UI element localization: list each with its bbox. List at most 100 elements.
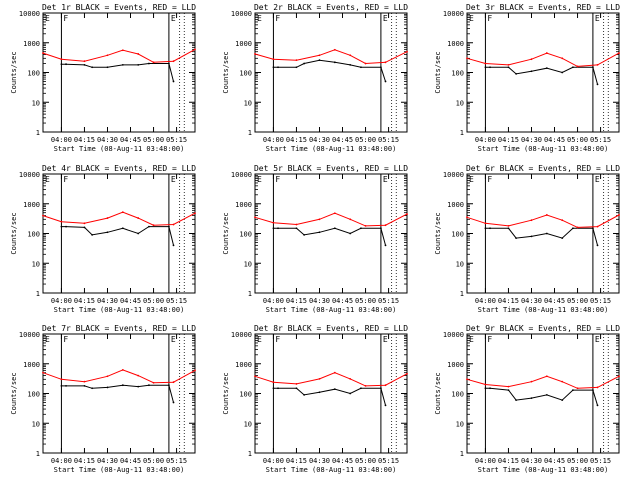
flag-marker: F [275, 14, 280, 23]
events-point [148, 62, 150, 65]
lld-point [137, 217, 140, 219]
lld-point [466, 216, 468, 219]
events-point [596, 404, 599, 407]
lld-point [121, 369, 124, 371]
flag-marker: E [383, 14, 388, 23]
events-point [572, 389, 574, 392]
lld-point [152, 224, 155, 227]
events-point [106, 66, 109, 69]
lld-point [42, 371, 44, 374]
y-tick-label: 1 [248, 290, 252, 298]
lld-point [561, 219, 564, 222]
lld-point [545, 214, 548, 216]
flag-marker: E [469, 14, 474, 23]
y-tick-label: 10000 [19, 331, 40, 339]
lld-point [172, 381, 175, 384]
events-point [60, 385, 63, 387]
events-point [384, 244, 387, 247]
events-point [91, 66, 94, 69]
detector-panel: Det 9r BLACK = Events, RED = LLD 1 10 100 10… [434, 324, 620, 474]
flag-marker: E [595, 14, 600, 23]
lld-point [596, 225, 599, 228]
y-tick-label: 1000 [235, 201, 252, 209]
lld-point [349, 218, 352, 221]
x-tick-label: 04:15 [74, 136, 95, 144]
x-tick-label: 04:45 [332, 297, 353, 305]
x-tick-label: 05:15 [166, 136, 187, 144]
x-tick-label: 05:00 [355, 457, 376, 465]
flag-marker: F [487, 14, 492, 23]
x-tick-label: 04:00 [263, 457, 284, 465]
y-tick-label: 1000 [23, 201, 40, 209]
events-point [333, 61, 336, 64]
lld-point [194, 48, 196, 51]
flag-marker: E [171, 335, 176, 344]
events-point [121, 227, 124, 230]
flag-marker: F [63, 14, 68, 23]
y-tick-label: 10 [456, 99, 464, 107]
lld-point [618, 52, 620, 54]
plot-frame [254, 173, 408, 294]
events-point [530, 70, 533, 73]
events-point [272, 227, 275, 230]
events-point [272, 387, 275, 390]
lld-point [254, 53, 256, 55]
events-point [137, 385, 140, 388]
events-point [167, 384, 170, 387]
x-axis-label: Start Time (08-Aug-11 03:48:00) [266, 466, 397, 474]
y-tick-label: 1 [36, 450, 40, 458]
lld-point [60, 220, 63, 223]
events-point [596, 244, 599, 247]
y-tick-label: 1 [460, 290, 464, 298]
y-tick-label: 100 [239, 70, 252, 78]
lld-point [364, 385, 367, 387]
events-point [561, 237, 564, 240]
y-tick-label: 10000 [19, 10, 40, 18]
events-point [515, 72, 518, 75]
events-point [172, 401, 175, 404]
detector-panel: Det 3r BLACK = Events, RED = LLD 1 10 100 10… [434, 3, 620, 153]
y-tick-label: 10 [32, 420, 40, 428]
x-tick-label: 04:30 [97, 457, 118, 465]
x-tick-label: 04:15 [498, 297, 519, 305]
y-axis-label: Counts/sec [434, 51, 442, 93]
events-point [83, 64, 86, 66]
lld-point [349, 377, 352, 380]
events-point [515, 237, 518, 240]
flag-marker: F [63, 335, 68, 344]
x-tick-label: 05:15 [378, 297, 399, 305]
x-axis-label: Start Time (08-Aug-11 03:48:00) [266, 306, 397, 314]
events-point [489, 66, 491, 69]
lld-point [83, 380, 86, 383]
events-point [91, 233, 94, 236]
x-tick-label: 04:45 [544, 457, 565, 465]
lld-point [137, 374, 140, 377]
lld-point [484, 222, 487, 225]
flag-marker: F [63, 175, 68, 184]
y-tick-label: 1 [248, 129, 252, 137]
x-tick-label: 04:30 [309, 457, 330, 465]
x-tick-label: 04:30 [309, 136, 330, 144]
events-point [379, 66, 382, 69]
events-series-line [485, 387, 598, 406]
y-tick-label: 10 [244, 420, 252, 428]
events-point [489, 227, 491, 230]
x-tick-label: 04:00 [475, 297, 496, 305]
events-point [148, 225, 150, 228]
events-point [349, 232, 352, 235]
detector-panel: Det 1r BLACK = Events, RED = LLD 1 10 100 10… [10, 3, 196, 153]
y-tick-label: 10000 [443, 171, 464, 179]
lld-point [384, 384, 387, 387]
events-point [167, 62, 170, 65]
lld-point [42, 214, 44, 217]
lld-point [507, 64, 510, 66]
x-tick-label: 05:15 [378, 457, 399, 465]
detector-panel: Det 6r BLACK = Events, RED = LLD 1 10 100 10… [434, 164, 620, 314]
events-point [121, 384, 124, 387]
flag-marker: E [257, 14, 262, 23]
x-tick-label: 04:30 [521, 457, 542, 465]
events-point [172, 244, 175, 247]
y-tick-label: 1 [460, 129, 464, 137]
flag-marker: E [595, 175, 600, 184]
